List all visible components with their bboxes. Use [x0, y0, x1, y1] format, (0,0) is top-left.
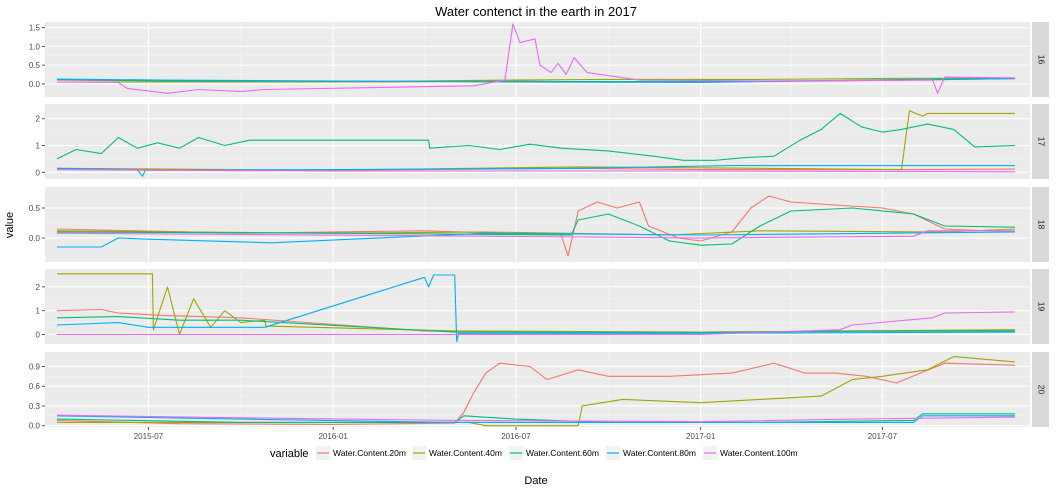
legend-label: Water.Content.60m — [526, 448, 599, 458]
legend-item-Water.Content.100m: Water.Content.100m — [703, 446, 798, 460]
legend-label: Water.Content.80m — [623, 448, 696, 458]
y-tick-label: 2 — [36, 115, 41, 124]
facet-panel-17: 0 1 2 17 — [36, 104, 1049, 179]
legend-label: Water.Content.40m — [429, 448, 502, 458]
facet-panels: 0.00.51.01.516012170.00.518012190.00.30.… — [29, 22, 1049, 441]
panel-background — [45, 104, 1030, 179]
facet-panel-16: 0.0 0.5 1.0 1.5 16 — [29, 22, 1049, 97]
y-tick-label: 0 — [36, 330, 41, 339]
series-line-Water.Content.60m — [56, 112, 1015, 161]
panel-background — [45, 22, 1030, 97]
facet-strip-label: 18 — [1036, 220, 1046, 230]
y-tick-label: 0 — [36, 168, 41, 177]
legend-label: Water.Content.20m — [333, 448, 406, 458]
series-line-Water.Content.40m — [57, 356, 1015, 427]
facet-strip-label: 20 — [1036, 385, 1046, 395]
y-tick-label: 0.0 — [29, 80, 41, 89]
y-tick-label: 1 — [36, 142, 41, 151]
series-line-Water.Content.100m — [56, 23, 1015, 94]
facet-strip — [1032, 352, 1049, 427]
x-tick-label: 2015-07 — [134, 432, 164, 441]
y-tick-label: 2 — [36, 283, 41, 292]
series-group — [56, 273, 1015, 343]
series-line-Water.Content.60m — [56, 316, 1015, 334]
facet-panel-20: 0.0 0.3 0.6 0.9 20 — [29, 352, 1049, 431]
y-tick-label: 0.5 — [29, 61, 41, 70]
panel-background — [45, 187, 1030, 262]
panel-background — [45, 352, 1030, 427]
series-group — [56, 356, 1015, 427]
chart-title: Water contenct in the earth in 2017 — [435, 4, 637, 19]
facet-panel-19: 0 1 2 19 — [36, 269, 1049, 344]
series-line-Water.Content.80m — [57, 231, 1015, 248]
x-tick-label: 2017-07 — [868, 432, 898, 441]
series-line-Water.Content.80m — [56, 415, 1015, 423]
legend-item-Water.Content.60m: Water.Content.60m — [509, 446, 599, 460]
y-tick-label: 1 — [36, 307, 41, 316]
facet-strip — [1032, 187, 1049, 262]
legend-item-Water.Content.40m: Water.Content.40m — [412, 446, 502, 460]
x-tick-label: 2017-01 — [686, 432, 716, 441]
facet-strip-label: 19 — [1036, 302, 1046, 312]
series-line-Water.Content.60m — [56, 207, 1015, 246]
facet-panel-18: 0.0 0.5 18 — [29, 187, 1049, 262]
series-group — [56, 195, 1015, 257]
facet-strip-label: 16 — [1036, 55, 1046, 65]
series-line-Water.Content.40m — [57, 77, 1015, 83]
series-line-Water.Content.100m — [56, 169, 1015, 173]
x-tick-label: 2016-01 — [318, 432, 348, 441]
legend-item-Water.Content.20m: Water.Content.20m — [316, 446, 406, 460]
series-line-Water.Content.80m — [56, 78, 1015, 83]
legend-item-Water.Content.80m: Water.Content.80m — [606, 446, 696, 460]
legend-label: Water.Content.100m — [720, 448, 798, 458]
facet-strip — [1032, 269, 1049, 344]
facet-strip-label: 17 — [1036, 137, 1046, 147]
series-line-Water.Content.100m — [57, 311, 1015, 336]
y-tick-label: 0.0 — [29, 234, 41, 243]
facet-strip — [1032, 22, 1049, 97]
y-tick-label: 0.9 — [29, 362, 41, 371]
y-tick-label: 1.5 — [29, 24, 41, 33]
y-tick-label: 0.3 — [29, 402, 41, 411]
series-group — [56, 23, 1015, 94]
y-tick-label: 1.0 — [29, 42, 41, 51]
y-tick-label: 0.5 — [29, 204, 41, 213]
x-tick-label: 2016-07 — [501, 432, 531, 441]
series-line-Water.Content.80m — [56, 274, 1015, 343]
y-axis-title: value — [4, 212, 16, 238]
facet-strip — [1032, 104, 1049, 179]
series-line-Water.Content.80m — [56, 165, 1015, 177]
y-tick-label: 0.0 — [29, 422, 41, 431]
x-axis-title: Date — [524, 475, 547, 487]
series-group — [56, 110, 1015, 177]
series-line-Water.Content.100m — [56, 414, 1015, 423]
series-line-Water.Content.100m — [56, 230, 1015, 239]
legend: variable Water.Content.20m Water.Content.… — [270, 446, 798, 460]
legend-title: variable — [270, 448, 309, 460]
y-tick-label: 0.6 — [29, 382, 41, 391]
